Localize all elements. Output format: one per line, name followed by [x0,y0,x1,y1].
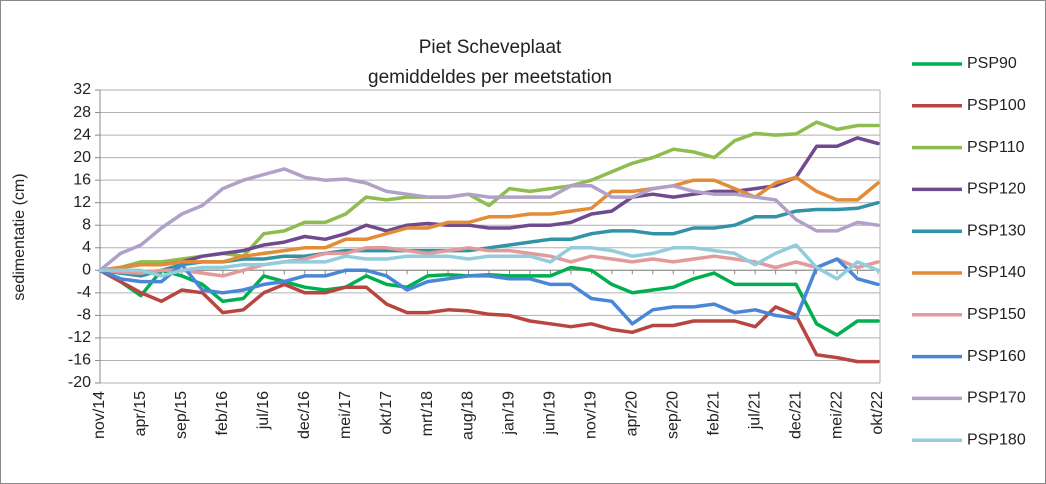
x-tick-label: feb/16 [214,391,231,436]
legend-label: PSP150 [967,306,1026,323]
series-line [98,120,880,273]
x-tick-label: sep/20 [664,391,681,439]
y-tick-label: -16 [68,352,91,369]
x-tick-label: okt/17 [378,391,395,435]
legend-label: PSP140 [967,264,1026,281]
legend-label: PSP120 [967,181,1026,198]
series-line [98,243,880,281]
x-tick-label: apr/20 [624,391,641,436]
y-tick-label: 24 [73,126,91,143]
series-line [98,167,880,273]
x-tick-label: jul/21 [746,391,763,430]
x-tick-label: jul/16 [255,391,272,430]
series-line [98,268,880,364]
legend-label: PSP160 [967,348,1026,365]
y-tick-label: 4 [82,239,91,256]
legend-label: PSP90 [967,55,1017,72]
x-tick-label: sep/15 [173,391,190,439]
legend-label: PSP130 [967,222,1026,239]
y-tick-label: -4 [77,284,91,301]
y-tick-label: -12 [68,329,91,346]
x-tick-label: mei/22 [828,391,845,439]
y-tick-label: 0 [82,262,91,279]
x-tick-label: dec/16 [296,391,313,439]
legend-label: PSP110 [967,139,1025,156]
legend-label: PSP100 [967,97,1026,114]
y-axis-title: sedimentatie (cm) [11,173,28,300]
y-tick-label: 28 [73,104,91,121]
x-tick-label: aug/18 [460,391,477,440]
series-line [98,175,880,273]
y-tick-label: 8 [82,216,91,233]
x-tick-label: nov/14 [91,391,108,439]
x-tick-label: mei/17 [337,391,354,439]
x-tick-label: apr/15 [132,391,149,436]
x-tick-label: nov/19 [583,391,600,439]
chart-title: Piet Scheveplaat [419,37,562,58]
y-tick-label: -8 [77,307,91,324]
x-tick-label: feb/21 [705,391,722,436]
y-tick-label: -20 [68,374,91,391]
y-tick-label: 16 [73,171,91,188]
x-tick-label: mrt/18 [419,391,436,436]
x-tick-label: okt/22 [869,391,886,435]
series-line [98,136,880,273]
y-tick-label: 12 [73,194,91,211]
legend-label: PSP180 [967,431,1026,448]
x-tick-label: jan/19 [501,391,518,436]
y-tick-label: 32 [73,81,91,98]
legend-label: PSP170 [967,390,1026,407]
x-tick-label: jun/19 [542,391,559,436]
y-tick-label: 20 [73,149,91,166]
x-tick-label: dec/21 [787,391,804,439]
chart-subtitle: gemiddeldes per meetstation [368,67,612,88]
series-line [98,257,880,326]
